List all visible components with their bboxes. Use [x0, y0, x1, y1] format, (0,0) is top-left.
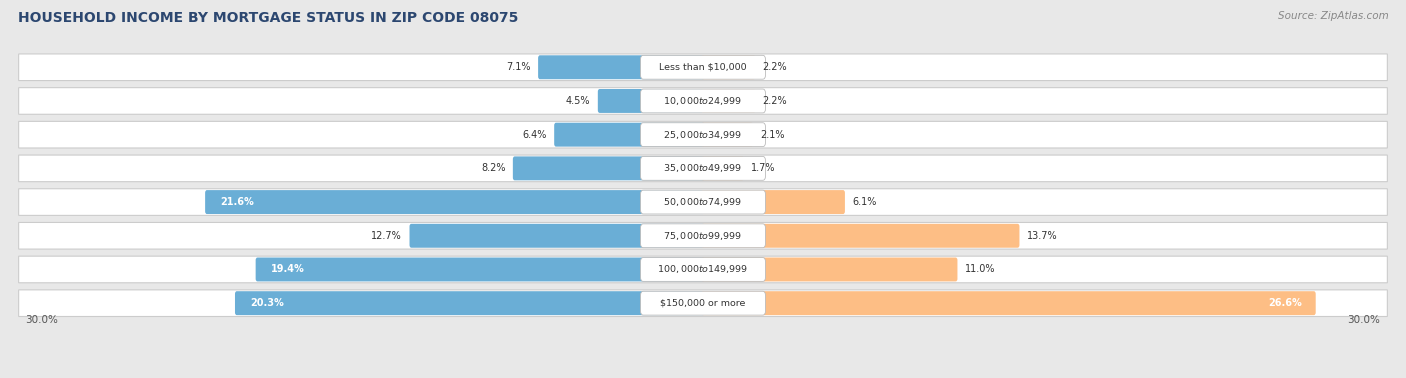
FancyBboxPatch shape	[641, 89, 765, 113]
FancyBboxPatch shape	[702, 156, 744, 180]
FancyBboxPatch shape	[18, 88, 1388, 114]
Text: 21.6%: 21.6%	[221, 197, 254, 207]
Text: 2.2%: 2.2%	[762, 62, 787, 72]
Text: 2.2%: 2.2%	[762, 96, 787, 106]
Text: 6.1%: 6.1%	[852, 197, 877, 207]
Text: $50,000 to $74,999: $50,000 to $74,999	[664, 196, 742, 208]
FancyBboxPatch shape	[18, 189, 1388, 215]
Text: $100,000 to $149,999: $100,000 to $149,999	[658, 263, 748, 276]
FancyBboxPatch shape	[641, 156, 765, 180]
Text: 8.2%: 8.2%	[481, 163, 506, 174]
Text: Source: ZipAtlas.com: Source: ZipAtlas.com	[1278, 11, 1389, 21]
FancyBboxPatch shape	[702, 55, 755, 79]
Text: 1.7%: 1.7%	[751, 163, 776, 174]
Text: 11.0%: 11.0%	[965, 265, 995, 274]
Text: 6.4%: 6.4%	[523, 130, 547, 139]
Text: HOUSEHOLD INCOME BY MORTGAGE STATUS IN ZIP CODE 08075: HOUSEHOLD INCOME BY MORTGAGE STATUS IN Z…	[18, 11, 519, 25]
FancyBboxPatch shape	[702, 123, 754, 147]
FancyBboxPatch shape	[18, 223, 1388, 249]
Text: $150,000 or more: $150,000 or more	[661, 299, 745, 308]
FancyBboxPatch shape	[409, 224, 704, 248]
FancyBboxPatch shape	[641, 257, 765, 281]
Text: 30.0%: 30.0%	[1347, 315, 1381, 325]
FancyBboxPatch shape	[702, 224, 1019, 248]
Text: 4.5%: 4.5%	[567, 96, 591, 106]
Text: 2.1%: 2.1%	[761, 130, 785, 139]
FancyBboxPatch shape	[513, 156, 704, 180]
FancyBboxPatch shape	[598, 89, 704, 113]
FancyBboxPatch shape	[641, 55, 765, 79]
FancyBboxPatch shape	[702, 89, 755, 113]
FancyBboxPatch shape	[641, 224, 765, 248]
Text: $35,000 to $49,999: $35,000 to $49,999	[664, 163, 742, 174]
FancyBboxPatch shape	[702, 291, 1316, 315]
Text: 7.1%: 7.1%	[506, 62, 531, 72]
Text: $25,000 to $34,999: $25,000 to $34,999	[664, 129, 742, 141]
FancyBboxPatch shape	[641, 291, 765, 315]
FancyBboxPatch shape	[18, 256, 1388, 283]
FancyBboxPatch shape	[641, 190, 765, 214]
Text: 12.7%: 12.7%	[371, 231, 402, 241]
FancyBboxPatch shape	[18, 54, 1388, 81]
Text: $75,000 to $99,999: $75,000 to $99,999	[664, 230, 742, 242]
Text: 30.0%: 30.0%	[25, 315, 59, 325]
FancyBboxPatch shape	[702, 190, 845, 214]
FancyBboxPatch shape	[18, 121, 1388, 148]
FancyBboxPatch shape	[641, 123, 765, 147]
Text: 19.4%: 19.4%	[271, 265, 305, 274]
Text: Less than $10,000: Less than $10,000	[659, 63, 747, 72]
Text: 20.3%: 20.3%	[250, 298, 284, 308]
FancyBboxPatch shape	[256, 257, 704, 282]
FancyBboxPatch shape	[205, 190, 704, 214]
FancyBboxPatch shape	[554, 123, 704, 147]
Text: 26.6%: 26.6%	[1268, 298, 1302, 308]
Text: 13.7%: 13.7%	[1026, 231, 1057, 241]
FancyBboxPatch shape	[538, 55, 704, 79]
FancyBboxPatch shape	[18, 290, 1388, 316]
FancyBboxPatch shape	[702, 257, 957, 282]
FancyBboxPatch shape	[18, 155, 1388, 182]
Text: $10,000 to $24,999: $10,000 to $24,999	[664, 95, 742, 107]
FancyBboxPatch shape	[235, 291, 704, 315]
